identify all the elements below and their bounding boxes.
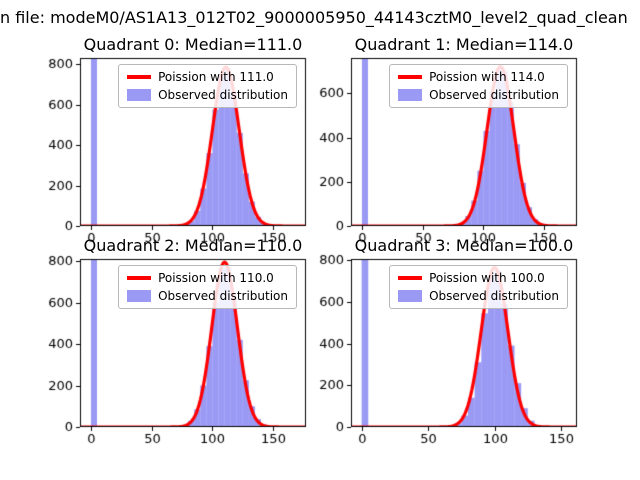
legend-quadrant-0: Poission with 111.0 Observed distributio… <box>118 64 297 108</box>
legend-quadrant-2: Poission with 110.0 Observed distributio… <box>118 265 297 309</box>
legend-item-observed: Observed distribution <box>127 88 288 102</box>
legend-label-poisson: Poission with 110.0 <box>158 271 274 285</box>
legend-item-observed: Observed distribution <box>398 289 559 303</box>
subplot-title-quadrant-0: Quadrant 0: Median=111.0 <box>83 35 303 54</box>
legend-quadrant-3: Poission with 100.0 Observed distributio… <box>389 265 568 309</box>
observed-patch-swatch-icon <box>127 290 152 302</box>
legend-item-observed: Observed distribution <box>398 88 559 102</box>
legend-label-poisson: Poission with 100.0 <box>429 271 545 285</box>
observed-patch-swatch-icon <box>398 89 423 101</box>
poisson-line-swatch-icon <box>398 75 423 79</box>
legend-label-poisson: Poission with 114.0 <box>429 70 545 84</box>
poisson-line-swatch-icon <box>398 276 423 280</box>
legend-item-poisson: Poission with 114.0 <box>398 70 559 84</box>
legend-item-observed: Observed distribution <box>127 289 288 303</box>
observed-patch-swatch-icon <box>127 89 152 101</box>
legend-item-poisson: Poission with 111.0 <box>127 70 288 84</box>
legend-label-poisson: Poission with 111.0 <box>158 70 274 84</box>
legend-label-observed: Observed distribution <box>158 88 288 102</box>
legend-label-observed: Observed distribution <box>429 289 559 303</box>
legend-item-poisson: Poission with 110.0 <box>127 271 288 285</box>
figure-title: n file: modeM0/AS1A13_012T02_9000005950_… <box>0 8 628 27</box>
legend-quadrant-1: Poission with 114.0 Observed distributio… <box>389 64 568 108</box>
poisson-line-swatch-icon <box>127 75 152 79</box>
poisson-line-swatch-icon <box>127 276 152 280</box>
observed-patch-swatch-icon <box>398 290 423 302</box>
legend-label-observed: Observed distribution <box>429 88 559 102</box>
legend-item-poisson: Poission with 100.0 <box>398 271 559 285</box>
legend-label-observed: Observed distribution <box>158 289 288 303</box>
subplot-title-quadrant-1: Quadrant 1: Median=114.0 <box>354 35 574 54</box>
